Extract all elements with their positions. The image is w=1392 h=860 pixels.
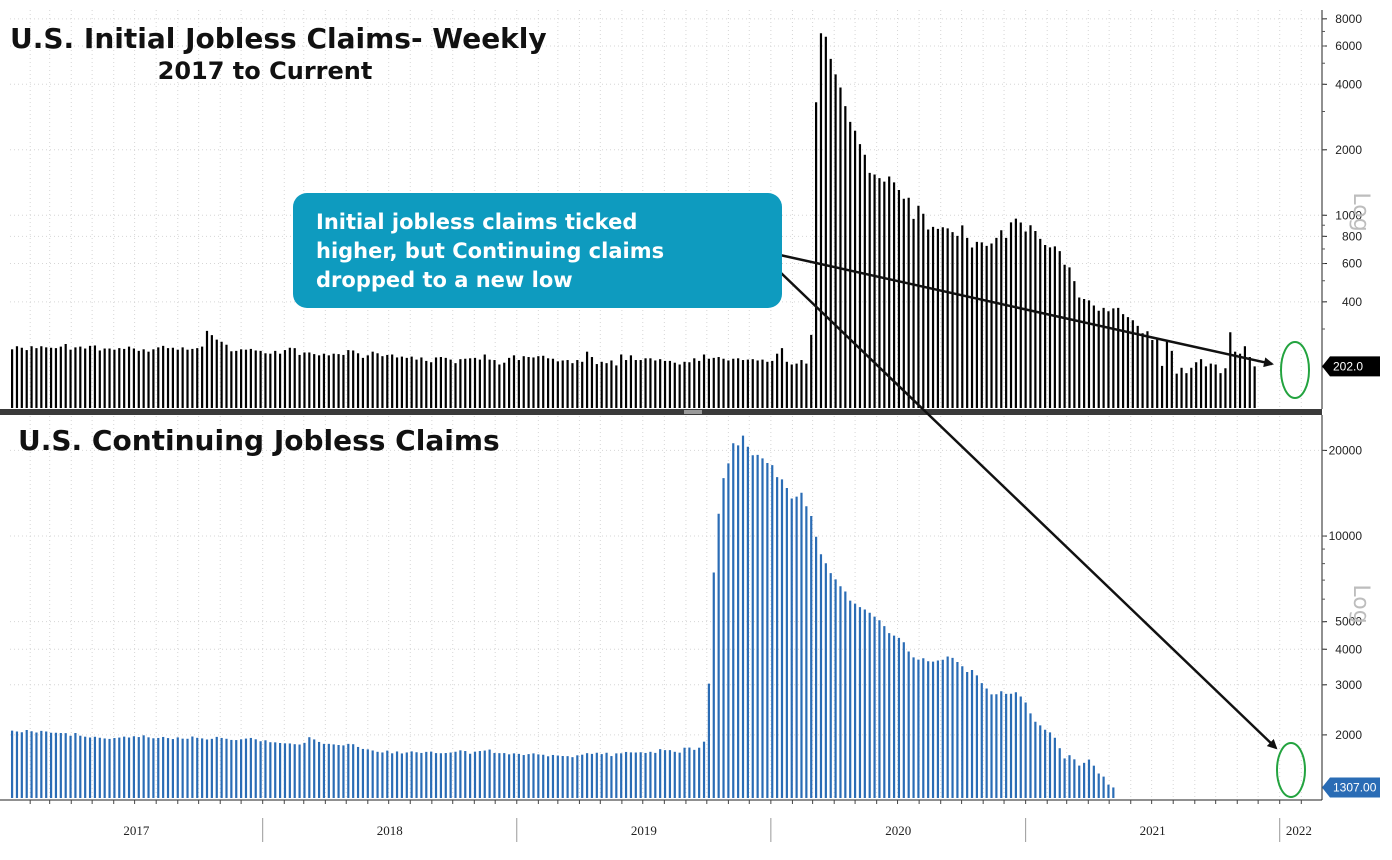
panel-divider-grip[interactable] (684, 410, 702, 414)
continuing-claims-last-value: 1307.00 (1333, 780, 1377, 794)
initial-claims-y-tick-label: 4000 (1335, 77, 1362, 91)
continuing-claims-title: U.S. Continuing Jobless Claims (18, 424, 500, 457)
callout-line-3: dropped to a new low (316, 268, 573, 292)
initial-claims-last-value: 202.0 (1333, 359, 1363, 373)
arrow-to-initial-claims (779, 253, 1274, 368)
x-axis-year-label: 2018 (377, 823, 403, 838)
initial-claims-y-tick-label: 400 (1342, 295, 1362, 309)
initial-claims-y-tick-label: 2000 (1335, 143, 1362, 157)
x-axis-year-label: 2022 (1286, 823, 1312, 838)
initial-claims-scale-label: Log (1348, 192, 1373, 231)
continuing-claims-y-tick-label: 4000 (1335, 642, 1362, 656)
continuing-claims-scale-label: Log (1348, 584, 1373, 623)
continuing-claims-y-tick-label: 10000 (1329, 529, 1363, 543)
x-axis: 2017 2018 2019 2020 2021 2022 (29, 800, 1312, 842)
callout-box (293, 193, 782, 308)
x-axis-year-label: 2020 (885, 823, 911, 838)
callout-line-2: higher, but Continuing claims (316, 239, 664, 263)
initial-claims-y-tick-label: 8000 (1335, 12, 1362, 26)
initial-claims-subtitle: 2017 to Current (158, 57, 373, 85)
continuing-claims-y-tick-label: 2000 (1335, 728, 1362, 742)
initial-claims-y-tick-label: 800 (1342, 229, 1362, 243)
continuing-claims-bars (10, 435, 1115, 798)
x-axis-year-label: 2017 (123, 823, 150, 838)
initial-claims-title: U.S. Initial Jobless Claims- Weekly (10, 22, 547, 55)
continuing-claims-grid (10, 416, 1322, 798)
continuing-claims-y-tick-label: 20000 (1329, 443, 1363, 457)
initial-claims-y-ticks: 400 600 800 1000 2000 4000 6000 8000 (1322, 12, 1362, 368)
continuing-claims-highlight-ellipse (1276, 742, 1306, 798)
callout-line-1: Initial jobless claims ticked (316, 210, 637, 234)
initial-claims-last-value-tag: 202.0 (1322, 356, 1380, 377)
panel-divider[interactable] (0, 409, 1322, 415)
initial-claims-highlight-ellipse (1280, 341, 1310, 399)
arrow-to-continuing-claims (779, 271, 1278, 750)
continuing-claims-y-tick-label: 5000 (1335, 615, 1362, 629)
initial-claims-bars (10, 33, 1256, 408)
continuing-claims-last-value-tag: 1307.00 (1322, 777, 1380, 798)
continuing-claims-y-ticks: 2000 3000 4000 5000 10000 20000 (1322, 443, 1363, 742)
continuing-claims-y-tick-label: 3000 (1335, 678, 1362, 692)
initial-claims-y-tick-label: 1000 (1335, 208, 1362, 222)
initial-claims-y-tick-label: 6000 (1335, 39, 1362, 53)
continuing-claims-last-value-box (1322, 777, 1380, 798)
initial-claims-y-tick-label: 600 (1342, 257, 1362, 271)
x-axis-year-label: 2019 (631, 823, 657, 838)
annotation-callout: Initial jobless claims ticked higher, bu… (293, 193, 782, 308)
x-axis-year-label: 2021 (1140, 823, 1166, 838)
initial-claims-last-value-box (1322, 356, 1380, 377)
